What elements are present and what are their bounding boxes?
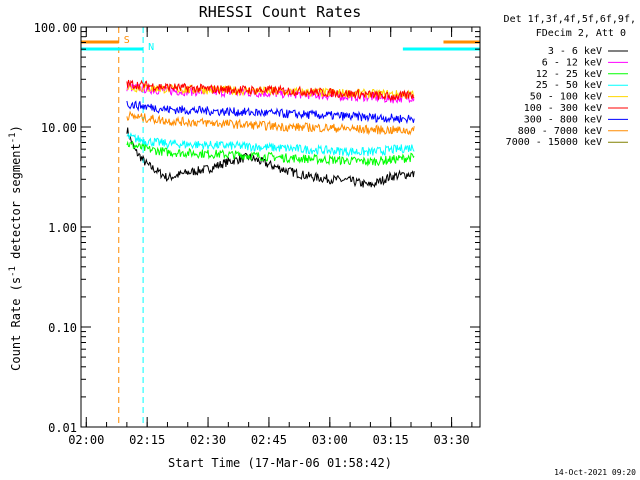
series-line [126,127,415,188]
x-tick-label: 03:30 [434,433,470,447]
y-tick-label: 100.00 [34,21,77,35]
x-tick-label: 02:30 [190,433,226,447]
state-label-N: N [148,42,154,53]
y-tick-label: 0.01 [48,421,77,435]
y-tick-label: 10.00 [41,121,77,135]
series-line [126,100,415,125]
state-label-S: S [124,35,130,46]
legend-label: 300 - 800 keV [524,114,602,125]
legend-label: 800 - 7000 keV [518,126,602,137]
x-axis-label: Start Time (17-Mar-06 01:58:42) [168,456,392,470]
x-tick-label: 02:15 [129,433,165,447]
x-tick-label: 02:45 [251,433,287,447]
series-line [126,79,415,102]
y-tick-label: 1.00 [48,221,77,235]
legend-label: 3 - 6 keV [548,46,602,57]
y-tick-label: 0.10 [48,321,77,335]
legend-label: 6 - 12 keV [542,57,602,68]
x-tick-label: 02:00 [68,433,104,447]
series-line [126,110,415,136]
legend-label: 12 - 25 keV [536,69,602,80]
legend-label: 50 - 100 keV [530,92,602,103]
series-line [126,132,415,158]
y-axis-label: Count Rate (s-1 detector segment-1) [8,125,23,371]
legend-label: 100 - 300 keV [524,103,602,114]
x-tick-label: 03:00 [312,433,348,447]
legend-header-line-2: FDecim 2, Att 0 [536,28,626,39]
plot-timestamp: 14-Oct-2021 09:20 [554,468,636,477]
legend-header-line-1: Det 1f,3f,4f,5f,6f,9f, [504,14,636,25]
series-line [126,140,415,167]
x-tick-label: 03:15 [373,433,409,447]
legend-label: 25 - 50 keV [536,80,602,91]
legend-label: 7000 - 15000 keV [506,137,602,148]
chart-title: RHESSI Count Rates [199,3,362,21]
